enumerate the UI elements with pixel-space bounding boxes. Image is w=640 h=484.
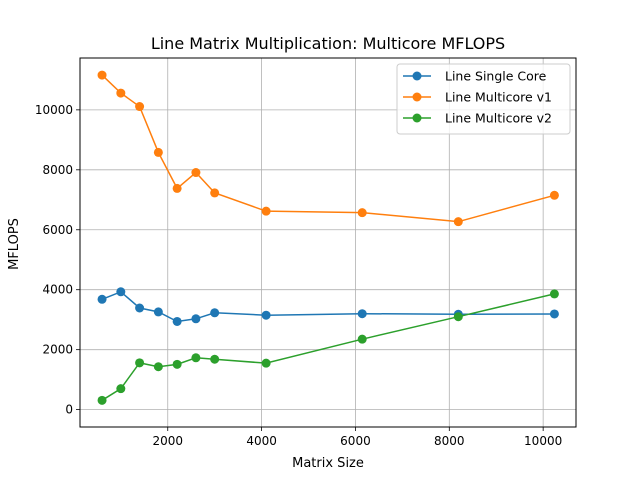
data-point-line-multicore-v2: [116, 384, 126, 394]
y-tick-label: 6000: [42, 223, 73, 237]
y-tick-label: 8000: [42, 163, 73, 177]
plot-frame: [79, 57, 577, 428]
y-axis-label: MFLOPS: [7, 218, 22, 270]
data-point-line-multicore-v1: [210, 188, 220, 198]
x-axis-label: Matrix Size: [292, 456, 364, 471]
data-point-line-single-core: [261, 310, 271, 320]
data-point-line-single-core: [97, 294, 107, 304]
data-point-line-single-core: [135, 303, 145, 313]
data-point-line-multicore-v1: [453, 217, 463, 227]
data-point-line-single-core: [116, 287, 126, 297]
data-point-line-multicore-v1: [135, 102, 145, 112]
data-point-line-multicore-v1: [357, 208, 367, 218]
data-point-line-multicore-v2: [210, 354, 220, 364]
data-point-line-multicore-v1: [261, 206, 271, 216]
data-point-line-multicore-v1: [172, 183, 182, 193]
data-point-line-multicore-v2: [191, 353, 201, 363]
legend: Line Single Core Line Multicore v1 Line Mu…: [396, 63, 571, 135]
data-point-line-multicore-v2: [97, 395, 107, 405]
data-point-line-multicore-v2: [135, 358, 145, 368]
legend-marker: [412, 113, 422, 123]
data-point-line-multicore-v2: [261, 358, 271, 368]
data-point-line-single-core: [172, 316, 182, 326]
data-point-line-multicore-v1: [549, 190, 559, 200]
data-point-line-single-core: [191, 314, 201, 324]
data-point-line-multicore-v2: [357, 334, 367, 344]
legend-marker: [412, 92, 422, 102]
data-point-line-multicore-v2: [453, 312, 463, 322]
x-tick-label: 8000: [434, 434, 465, 448]
data-point-line-single-core: [549, 309, 559, 319]
data-point-line-multicore-v2: [172, 359, 182, 369]
data-point-line-multicore-v1: [97, 70, 107, 80]
chart-title: Line Matrix Multiplication: Multicore MF…: [151, 34, 505, 53]
data-point-line-single-core: [153, 307, 163, 317]
x-tick-label: 10000: [524, 434, 562, 448]
data-point-line-multicore-v2: [153, 362, 163, 372]
data-point-line-multicore-v1: [191, 168, 201, 178]
data-point-line-multicore-v1: [153, 147, 163, 157]
legend-label: Line Single Core: [445, 69, 547, 84]
legend-label: Line Multicore v2: [445, 111, 552, 126]
data-point-line-multicore-v2: [549, 289, 559, 299]
legend-marker: [412, 71, 422, 81]
x-tick-label: 4000: [246, 434, 277, 448]
y-tick-label: 2000: [42, 343, 73, 357]
y-tick-label: 4000: [42, 283, 73, 297]
data-point-line-single-core: [357, 309, 367, 319]
legend-label: Line Multicore v1: [445, 90, 552, 105]
y-tick-label: 0: [65, 403, 73, 417]
x-tick-label: 6000: [340, 434, 371, 448]
legend-box: [396, 63, 571, 135]
data-point-line-single-core: [210, 308, 220, 318]
x-tick-label: 2000: [152, 434, 183, 448]
data-point-line-multicore-v1: [116, 88, 126, 98]
y-tick-label: 10000: [35, 103, 73, 117]
